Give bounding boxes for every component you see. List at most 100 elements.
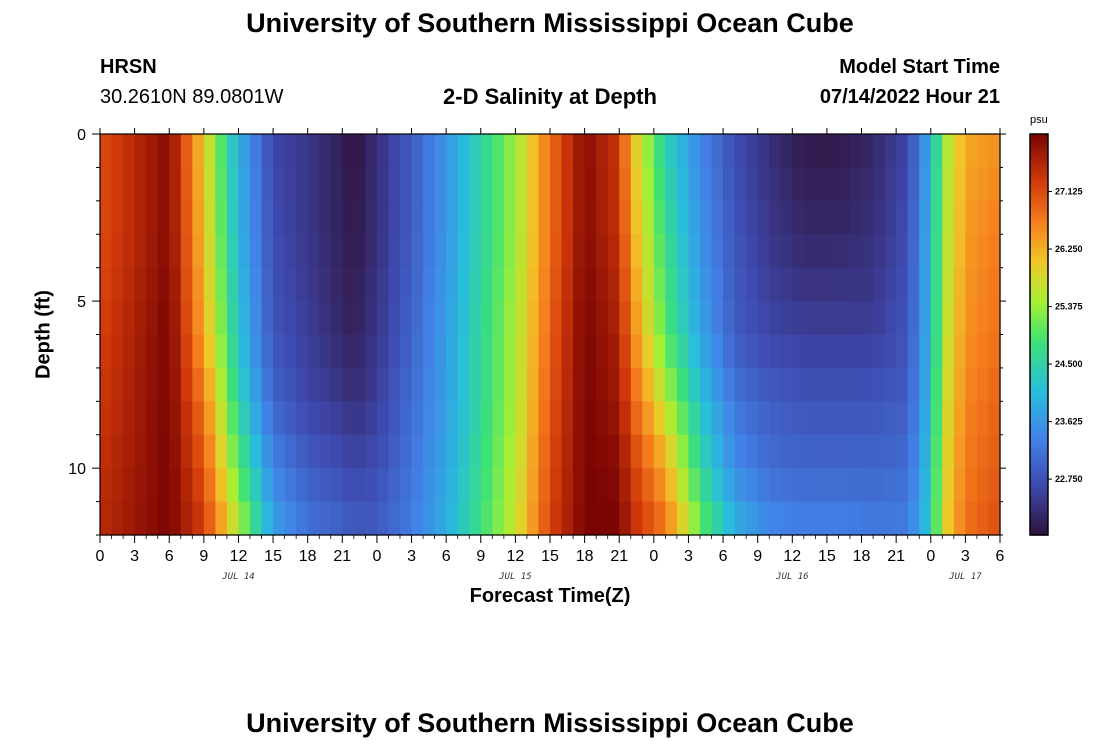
heatmap-cell <box>169 334 182 369</box>
heatmap-cell <box>365 234 378 269</box>
heatmap-cell <box>873 134 886 169</box>
heatmap-cell <box>769 301 782 336</box>
heatmap-cell <box>330 501 343 536</box>
heatmap-cell <box>873 401 886 436</box>
heatmap-cell <box>515 234 528 269</box>
heatmap-cell <box>676 167 690 202</box>
heatmap-cell <box>353 267 366 302</box>
heatmap-cell <box>526 468 540 503</box>
heatmap-cell <box>203 200 216 235</box>
heatmap-cell <box>584 267 597 302</box>
heatmap-cell <box>826 200 840 235</box>
heatmap-cell <box>192 468 205 503</box>
heatmap-cell <box>273 301 286 336</box>
heatmap-cell <box>861 301 874 336</box>
colorbar-segment <box>1030 197 1048 202</box>
colorbar-segment <box>1030 337 1048 342</box>
heatmap-cell <box>134 234 147 269</box>
heatmap-cell <box>965 468 978 503</box>
heatmap-cell <box>261 334 274 369</box>
heatmap-cell <box>342 234 355 269</box>
heatmap-cell <box>307 334 320 369</box>
heatmap-cell <box>561 434 574 469</box>
heatmap-cell <box>134 134 147 169</box>
heatmap-cell <box>919 367 932 402</box>
heatmap-cell <box>861 468 874 503</box>
heatmap-cell <box>411 434 424 469</box>
heatmap-cell <box>711 468 724 503</box>
colorbar-segment <box>1030 334 1048 339</box>
heatmap-cell <box>180 200 193 235</box>
heatmap-cell <box>342 334 355 369</box>
heatmap-cell <box>480 200 493 235</box>
heatmap-cell <box>676 267 690 302</box>
heatmap-cell <box>688 200 701 235</box>
heatmap-cell <box>757 434 770 469</box>
heatmap-cell <box>619 434 632 469</box>
heatmap-cell <box>492 167 505 202</box>
heatmap-cell <box>284 501 297 536</box>
heatmap-cell <box>215 367 228 402</box>
heatmap-cell <box>342 200 355 235</box>
heatmap-cell <box>146 434 159 469</box>
colorbar-segment <box>1030 301 1048 306</box>
heatmap-cell <box>261 468 274 503</box>
heatmap-cell <box>388 134 401 169</box>
heatmap-cell <box>480 301 493 336</box>
heatmap-cell <box>457 134 470 169</box>
heatmap-cell <box>769 134 782 169</box>
heatmap-cell <box>250 167 263 202</box>
x-tick-label: 9 <box>753 548 762 565</box>
heatmap-cell <box>861 434 874 469</box>
colorbar-segment <box>1030 314 1048 319</box>
heatmap-cell <box>457 301 470 336</box>
heatmap-cell <box>826 401 840 436</box>
heatmap-cell <box>215 234 228 269</box>
heatmap-cell <box>457 468 470 503</box>
heatmap-cell <box>769 434 782 469</box>
colorbar-segment <box>1030 327 1048 332</box>
heatmap-cell <box>515 401 528 436</box>
heatmap-cell <box>757 468 770 503</box>
model-start-time: 07/14/2022 Hour 21 <box>819 86 1000 108</box>
heatmap-cell <box>676 468 690 503</box>
heatmap-cell <box>907 301 920 336</box>
heatmap-cell <box>146 367 159 402</box>
heatmap-cell <box>111 200 124 235</box>
heatmap-cell <box>250 434 263 469</box>
heatmap-cell <box>907 468 920 503</box>
heatmap-cell <box>965 234 978 269</box>
heatmap-cell <box>123 501 136 536</box>
heatmap-cell <box>307 401 320 436</box>
heatmap-cell <box>630 501 643 536</box>
heatmap-cell <box>307 367 320 402</box>
colorbar-segment <box>1030 361 1048 366</box>
heatmap-cell <box>526 167 540 202</box>
heatmap-cell <box>780 367 793 402</box>
heatmap-cell <box>238 401 251 436</box>
colorbar-segment <box>1030 448 1048 453</box>
heatmap-cell <box>838 301 851 336</box>
heatmap-cell <box>965 434 978 469</box>
heatmap-cell <box>884 167 897 202</box>
heatmap-cell <box>538 468 551 503</box>
heatmap-cell <box>919 334 932 369</box>
heatmap-cell <box>284 200 297 235</box>
heatmap-cell <box>907 200 920 235</box>
heatmap-cell <box>169 367 182 402</box>
heatmap-cell <box>711 401 724 436</box>
heatmap-cell <box>469 367 482 402</box>
colorbar-segment <box>1030 528 1048 533</box>
heatmap-cell <box>630 434 643 469</box>
colorbar-segment <box>1030 508 1048 513</box>
heatmap-cell <box>688 367 701 402</box>
heatmap-cell <box>596 468 609 503</box>
heatmap-cell <box>296 134 309 169</box>
heatmap-cell <box>238 301 251 336</box>
colorbar-segment <box>1030 418 1048 422</box>
heatmap-cell <box>423 501 436 536</box>
x-tick-label: 0 <box>926 548 935 565</box>
heatmap-cell <box>353 234 366 269</box>
heatmap-cell <box>584 200 597 235</box>
heatmap-cell <box>792 468 805 503</box>
